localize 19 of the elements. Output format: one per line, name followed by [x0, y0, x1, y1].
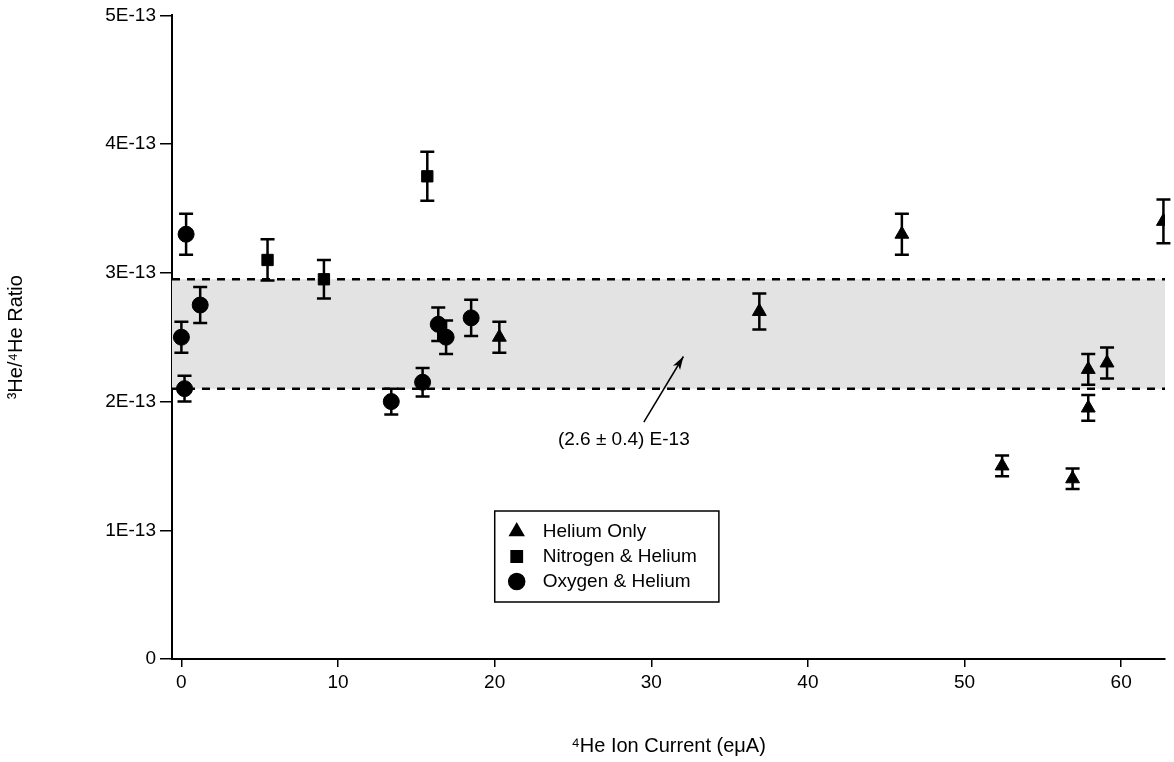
y-tick-label: 2E-13 — [105, 389, 156, 411]
y-axis-title: ³He/⁴He Ratio — [3, 275, 26, 400]
x-tick-label: 0 — [176, 670, 187, 692]
y-tick-label: 1E-13 — [105, 518, 156, 540]
x-tick-label: 40 — [797, 670, 819, 692]
legend-label: Nitrogen & Helium — [542, 544, 697, 566]
x-axis-title: ⁴He Ion Current (eμA) — [571, 733, 766, 756]
x-tick-label: 30 — [640, 670, 662, 692]
x-tick-label: 10 — [327, 670, 349, 692]
legend-label: Oxygen & Helium — [542, 569, 691, 591]
annotation: (2.6 ± 0.4) E-13 — [557, 428, 690, 450]
legend-label: Helium Only — [542, 519, 647, 541]
x-tick-label: 20 — [484, 670, 506, 692]
y-tick-label: 4E-13 — [105, 132, 156, 154]
x-tick-label: 60 — [1110, 670, 1132, 692]
y-tick-label: 5E-13 — [105, 3, 156, 25]
x-tick-label: 50 — [953, 670, 976, 692]
y-tick-label: 0 — [145, 647, 156, 669]
y-tick-label: 3E-13 — [105, 261, 156, 283]
